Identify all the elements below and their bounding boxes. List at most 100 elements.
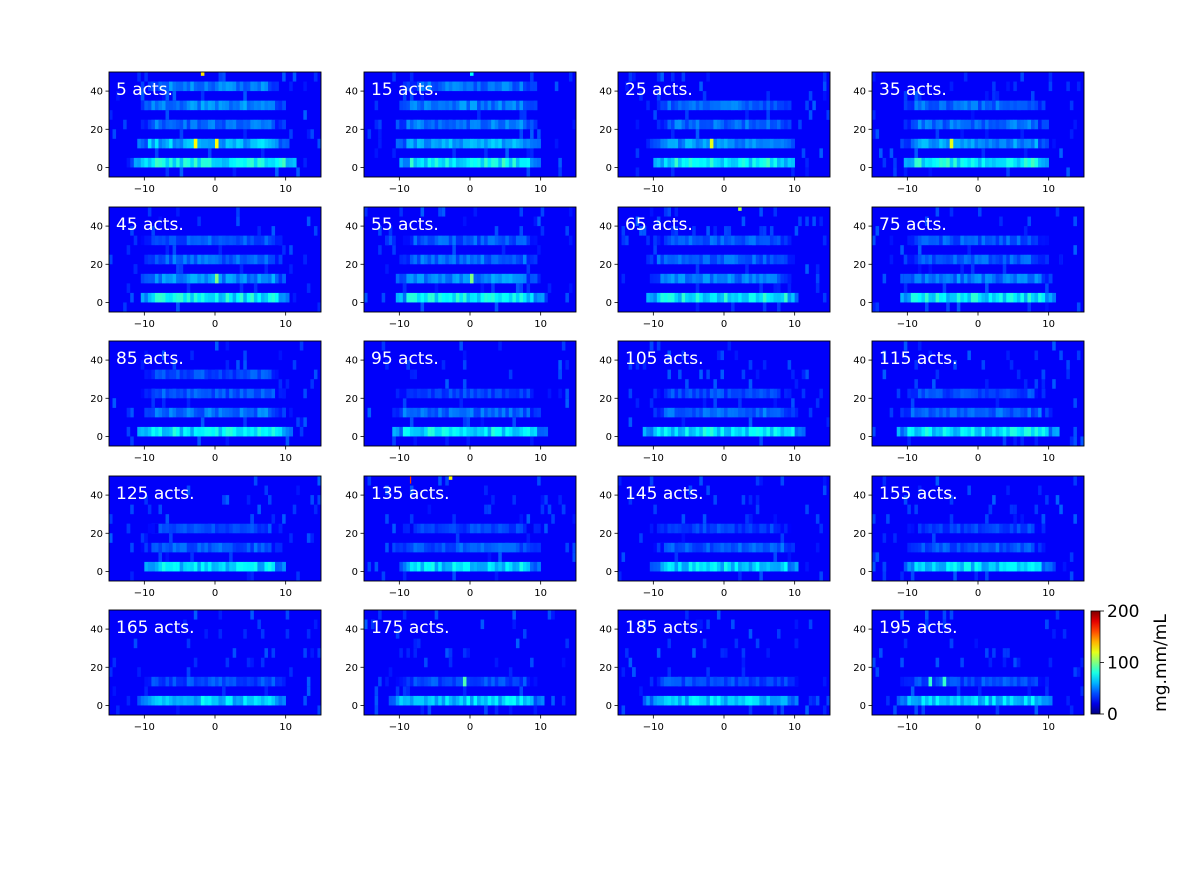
- band-cell: [162, 388, 166, 399]
- band-cell: [1020, 100, 1025, 111]
- band-cell: [685, 426, 689, 437]
- noise-cell: [484, 485, 488, 496]
- noise-cell: [935, 129, 940, 139]
- band-cell: [985, 119, 989, 130]
- y-tick-label: 20: [853, 663, 866, 674]
- band-cell: [699, 273, 704, 284]
- band-cell: [716, 254, 721, 265]
- band-cell: [932, 138, 936, 149]
- x-tick-label: −10: [389, 453, 410, 464]
- band-cell: [956, 292, 961, 303]
- band-cell: [762, 138, 767, 149]
- noise-cell: [533, 81, 538, 92]
- band-cell: [278, 273, 283, 284]
- noise-cell: [903, 254, 908, 265]
- band-cell: [960, 676, 965, 687]
- noise-cell: [409, 485, 414, 496]
- band-cell: [470, 81, 474, 92]
- band-cell: [459, 138, 464, 149]
- band-cell: [716, 292, 721, 303]
- noise-cell: [530, 129, 534, 139]
- noise-cell: [445, 436, 449, 446]
- noise-cell: [769, 226, 774, 236]
- band-cell: [526, 561, 531, 572]
- hotspot-cell: [949, 138, 954, 149]
- band-cell: [533, 157, 538, 168]
- band-cell: [738, 292, 742, 303]
- noise-cell: [812, 695, 816, 706]
- band-cell: [406, 81, 411, 92]
- noise-cell: [292, 360, 297, 370]
- band-cell: [995, 119, 1000, 130]
- band-cell: [709, 100, 714, 111]
- band-cell: [264, 542, 269, 553]
- panel-label: 75 acts.: [879, 215, 947, 235]
- noise-cell: [1073, 119, 1077, 130]
- band-cell: [755, 695, 760, 706]
- band-cell: [798, 426, 803, 437]
- band-cell: [1038, 100, 1042, 111]
- band-cell: [755, 138, 760, 149]
- band-cell: [413, 157, 418, 168]
- band-cell: [724, 254, 728, 265]
- band-cell: [748, 407, 753, 418]
- band-cell: [734, 542, 739, 553]
- band-cell: [466, 695, 471, 706]
- band-cell: [1038, 138, 1042, 149]
- band-cell: [243, 388, 248, 399]
- band-cell: [211, 100, 216, 111]
- band-cell: [501, 119, 506, 130]
- y-tick-label: 20: [90, 529, 103, 540]
- noise-cell: [512, 417, 516, 427]
- band-cell: [1027, 695, 1032, 706]
- band-cell: [424, 235, 428, 246]
- band-cell: [395, 138, 400, 149]
- y-tick-label: 40: [599, 356, 612, 367]
- band-cell: [720, 157, 725, 168]
- band-cell: [1006, 407, 1011, 418]
- noise-cell: [144, 495, 148, 505]
- hotspot-cell: [215, 138, 219, 149]
- band-cell: [190, 138, 195, 149]
- band-cell: [766, 523, 771, 534]
- band-cell: [939, 523, 943, 534]
- band-cell: [169, 561, 173, 572]
- band-cell: [755, 254, 760, 265]
- band-cell: [169, 676, 173, 687]
- band-cell: [1041, 254, 1046, 265]
- band-cell: [1027, 407, 1032, 418]
- band-cell: [395, 426, 400, 437]
- band-cell: [466, 426, 471, 437]
- panel-label: 175 acts.: [371, 618, 450, 638]
- band-cell: [179, 523, 184, 534]
- band-cell: [956, 407, 961, 418]
- band-cell: [183, 235, 188, 246]
- band-cell: [183, 273, 188, 284]
- band-cell: [236, 157, 241, 168]
- band-cell: [501, 138, 506, 149]
- noise-cell: [702, 638, 707, 649]
- noise-cell: [1013, 81, 1017, 92]
- band-cell: [200, 157, 205, 168]
- band-cell: [791, 407, 795, 418]
- band-cell: [162, 292, 166, 303]
- band-cell: [239, 388, 244, 399]
- band-cell: [699, 235, 704, 246]
- band-cell: [752, 523, 757, 534]
- noise-cell: [1076, 81, 1081, 92]
- band-cell: [667, 157, 672, 168]
- band-cell: [1041, 561, 1046, 572]
- band-cell: [399, 100, 404, 111]
- band-cell: [935, 273, 940, 284]
- noise-cell: [678, 369, 682, 380]
- band-cell: [470, 676, 474, 687]
- band-cell: [193, 235, 198, 246]
- noise-cell: [632, 72, 636, 82]
- panel-plot: [109, 72, 321, 177]
- band-cell: [720, 254, 725, 265]
- hotspot-cell: [215, 273, 219, 284]
- band-cell: [999, 100, 1004, 111]
- band-cell: [257, 292, 262, 303]
- noise-cell: [805, 157, 809, 168]
- band-cell: [1016, 407, 1021, 418]
